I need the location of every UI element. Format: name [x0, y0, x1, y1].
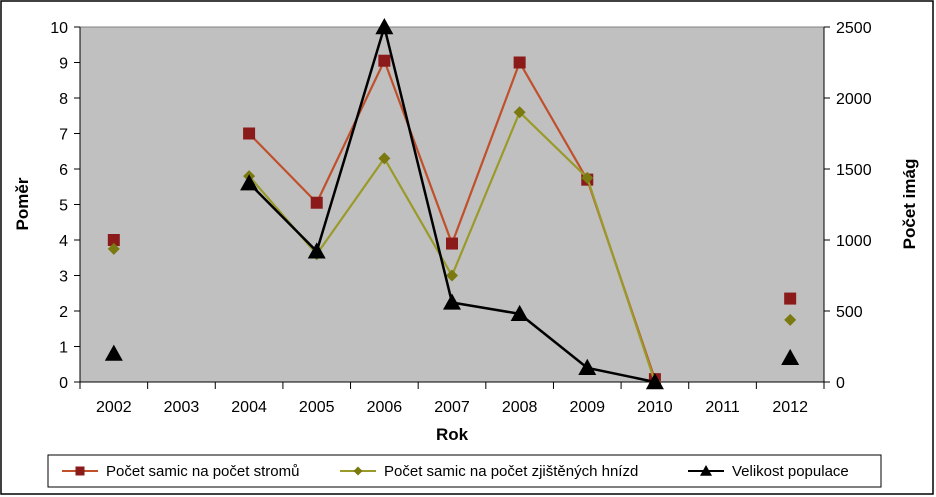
- data-point: [581, 171, 594, 184]
- y-tick-label: 5: [59, 198, 68, 215]
- data-point: [513, 56, 526, 69]
- x-tick-label: 2002: [96, 399, 132, 416]
- legend-marker: [75, 466, 85, 476]
- y2-axis-title: Počet imág: [900, 159, 919, 250]
- data-point: [375, 18, 394, 35]
- data-point: [104, 344, 123, 361]
- y2-tick-label: 0: [836, 375, 845, 392]
- x-axis-title: Rok: [436, 425, 469, 444]
- y-tick-label: 4: [59, 233, 68, 250]
- y2-tick-label: 2000: [836, 91, 872, 108]
- y-axis-title: Poměr: [13, 177, 32, 230]
- data-point: [378, 54, 391, 67]
- legend-label: Počet samic na počet stromů: [106, 463, 299, 480]
- data-point: [107, 234, 120, 246]
- x-tick-label: 2009: [569, 399, 605, 416]
- x-tick-label: 2004: [231, 399, 267, 416]
- data-point: [240, 174, 259, 191]
- legend: Počet samic na počet stromů Počet samic n…: [47, 454, 882, 488]
- legend-marker: [353, 466, 363, 476]
- x-tick-label: 2010: [637, 399, 673, 416]
- y-tick-label: 8: [59, 91, 68, 108]
- x-tick-label: 2011: [705, 399, 740, 416]
- y-tick-label: 7: [59, 127, 68, 144]
- y-tick-label: 9: [59, 56, 68, 73]
- y2-tick-label: 2500: [836, 20, 872, 37]
- legend-label: Počet samic na počet zjištěných hnízd: [384, 463, 638, 480]
- axes: 0 1 2 3 4 5 6 7 8 9 10 0 500 1000 1500 2000 2500 2002 2003…: [50, 20, 871, 416]
- y2-tick-label: 1500: [836, 162, 872, 179]
- data-point: [307, 242, 326, 259]
- data-point: [645, 373, 664, 390]
- y-tick-label: 10: [50, 20, 68, 37]
- data-point: [446, 269, 458, 282]
- data-point: [107, 242, 120, 255]
- y-tick-label: 3: [59, 269, 68, 286]
- data-point: [578, 358, 597, 375]
- x-tick-label: 2003: [164, 399, 200, 416]
- y-tick-label: 0: [59, 375, 68, 392]
- data-point: [781, 348, 800, 366]
- x-tick-label: 2012: [772, 399, 808, 416]
- x-tick-label: 2007: [434, 399, 470, 416]
- series-2: [104, 18, 800, 390]
- y2-tick-label: 500: [836, 304, 863, 321]
- x-tick-label: 2008: [502, 399, 538, 416]
- data-point: [784, 313, 797, 326]
- y2-tick-label: 1000: [836, 233, 872, 250]
- legend-box: [47, 454, 882, 488]
- x-tick-label: 2006: [367, 399, 403, 416]
- data-point: [513, 106, 526, 119]
- y-tick-label: 1: [59, 340, 68, 357]
- data-point: [243, 127, 256, 140]
- data-point: [446, 237, 458, 250]
- data-point: [310, 196, 323, 209]
- x-tick-label: 2005: [299, 399, 335, 416]
- legend-marker: [700, 465, 712, 476]
- legend-label: Velikost populace: [732, 463, 849, 480]
- data-point: [378, 152, 391, 165]
- data-point: [510, 304, 529, 322]
- y-tick-label: 2: [59, 304, 68, 321]
- plot-area: [79, 26, 825, 383]
- data-point: [443, 293, 461, 310]
- data-point: [784, 292, 797, 305]
- y-tick-label: 6: [59, 162, 68, 179]
- series-layer: [104, 18, 800, 390]
